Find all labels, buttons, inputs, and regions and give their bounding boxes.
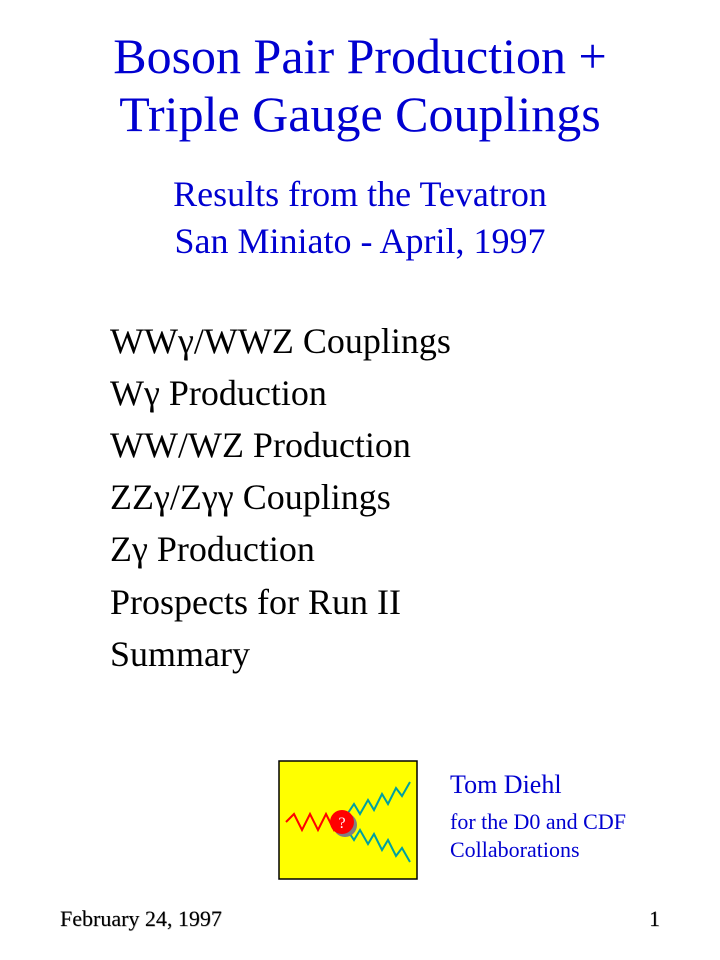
outline-item: Summary xyxy=(110,628,720,680)
author-collab: for the D0 and CDF Collaborations xyxy=(450,808,680,863)
outline-item: ZZγ/Zγγ Couplings xyxy=(110,471,720,523)
subtitle-line-1: Results from the Tevatron xyxy=(0,171,720,218)
outline-item: Prospects for Run II xyxy=(110,576,720,628)
title-line-2: Triple Gauge Couplings xyxy=(0,86,720,144)
outline-item: WW/WZ Production xyxy=(110,419,720,471)
footer-date: February 24, 1997 xyxy=(60,906,222,932)
slide-title: Boson Pair Production + Triple Gauge Cou… xyxy=(0,0,720,143)
author-block: Tom Diehl for the D0 and CDF Collaborati… xyxy=(450,770,680,863)
subtitle-line-2: San Miniato - April, 1997 xyxy=(0,218,720,265)
title-line-1: Boson Pair Production + xyxy=(0,28,720,86)
footer-page: 1 xyxy=(649,906,660,932)
slide-subtitle: Results from the Tevatron San Miniato - … xyxy=(0,171,720,265)
outline-item: WWγ/WWZ Couplings xyxy=(110,315,720,367)
outline-item: Zγ Production xyxy=(110,523,720,575)
outline-item: Wγ Production xyxy=(110,367,720,419)
slide-footer: February 24, 1997 1 xyxy=(0,906,720,932)
feynman-diagram-icon: ? xyxy=(278,760,418,880)
vertex-label: ? xyxy=(338,815,345,832)
outline-list: WWγ/WWZ Couplings Wγ Production WW/WZ Pr… xyxy=(110,315,720,680)
author-name: Tom Diehl xyxy=(450,770,680,800)
